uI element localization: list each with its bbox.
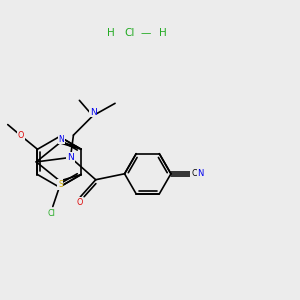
Text: Cl: Cl — [124, 28, 134, 38]
Text: O: O — [18, 131, 24, 140]
Text: N: N — [58, 135, 64, 144]
Text: —: — — [140, 28, 151, 38]
Text: N: N — [90, 108, 97, 117]
Text: N: N — [67, 153, 74, 162]
Text: H: H — [160, 28, 167, 38]
Text: C: C — [191, 169, 196, 178]
Text: H: H — [107, 28, 115, 38]
Text: Cl: Cl — [47, 208, 55, 217]
Text: S: S — [58, 180, 63, 189]
Text: N: N — [197, 169, 204, 178]
Text: O: O — [76, 198, 83, 207]
